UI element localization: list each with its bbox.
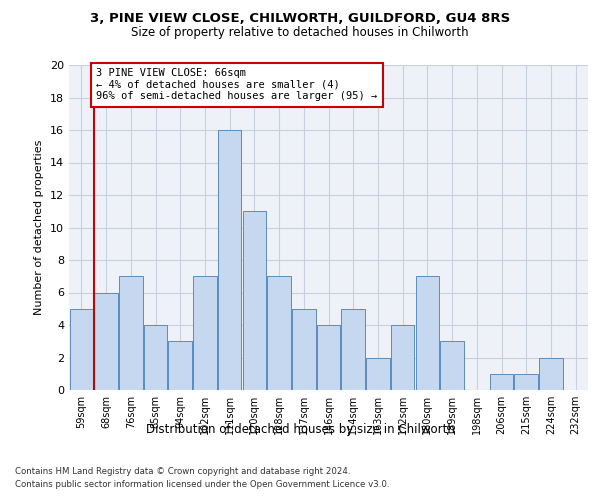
Text: Contains public sector information licensed under the Open Government Licence v3: Contains public sector information licen… <box>15 480 389 489</box>
Bar <box>218 130 241 390</box>
Bar <box>490 374 513 390</box>
Bar <box>539 358 563 390</box>
Bar <box>317 325 340 390</box>
Y-axis label: Number of detached properties: Number of detached properties <box>34 140 44 315</box>
Bar <box>366 358 389 390</box>
Bar <box>193 276 217 390</box>
Text: 3, PINE VIEW CLOSE, CHILWORTH, GUILDFORD, GU4 8RS: 3, PINE VIEW CLOSE, CHILWORTH, GUILDFORD… <box>90 12 510 26</box>
Bar <box>70 308 93 390</box>
Bar <box>144 325 167 390</box>
Bar <box>341 308 365 390</box>
Bar <box>94 292 118 390</box>
Text: Size of property relative to detached houses in Chilworth: Size of property relative to detached ho… <box>131 26 469 39</box>
Bar <box>169 341 192 390</box>
Bar <box>242 211 266 390</box>
Bar <box>514 374 538 390</box>
Bar <box>268 276 291 390</box>
Text: Contains HM Land Registry data © Crown copyright and database right 2024.: Contains HM Land Registry data © Crown c… <box>15 468 350 476</box>
Bar <box>119 276 143 390</box>
Bar <box>440 341 464 390</box>
Bar <box>416 276 439 390</box>
Text: Distribution of detached houses by size in Chilworth: Distribution of detached houses by size … <box>146 422 454 436</box>
Bar <box>292 308 316 390</box>
Bar <box>391 325 415 390</box>
Text: 3 PINE VIEW CLOSE: 66sqm
← 4% of detached houses are smaller (4)
96% of semi-det: 3 PINE VIEW CLOSE: 66sqm ← 4% of detache… <box>96 68 377 102</box>
